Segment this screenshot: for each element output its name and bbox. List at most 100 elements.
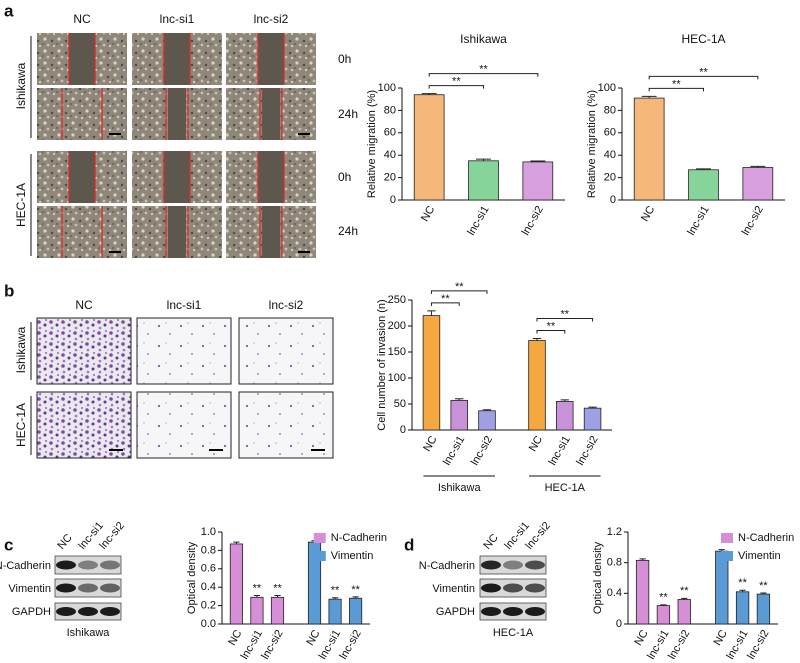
bar (522, 161, 554, 201)
y-tick-label: 20 (384, 172, 396, 184)
bar (677, 599, 691, 625)
bar (756, 593, 771, 625)
legend-label: Vimentin (331, 550, 374, 562)
blot-band (78, 607, 98, 616)
blot-band (100, 583, 120, 593)
y-tick-label: 0.8 (607, 557, 622, 569)
transwell-image (238, 317, 334, 385)
legend-label: Vimentin (738, 550, 781, 562)
legend-swatch (313, 533, 326, 543)
blot-band (56, 583, 76, 593)
time-label: 24h (338, 107, 358, 121)
y-tick-label: 40 (384, 149, 396, 161)
significance: ** (253, 582, 262, 594)
x-tick-label: lnc-si2 (574, 434, 600, 468)
group-label: Ishikawa (438, 482, 482, 494)
significance-bracket (536, 317, 594, 322)
cell-line-label: HEC-1A (493, 627, 534, 639)
blot-band (100, 607, 120, 616)
significance: ** (273, 582, 282, 594)
blot-band (481, 560, 501, 570)
significance: ** (479, 64, 488, 76)
y-tick-label: 60 (384, 127, 396, 139)
error-bar (331, 597, 339, 600)
y-tick-label: 0.6 (201, 563, 216, 575)
column-label: NC (73, 12, 91, 26)
time-label: 0h (338, 170, 351, 184)
bar (468, 160, 499, 201)
y-tick-label: 250 (388, 294, 406, 306)
y-tick-label: 0 (610, 194, 616, 206)
error-bar (427, 310, 436, 316)
y-axis-label: Relative migration (%) (586, 90, 598, 198)
chart-title: Ishikawa (460, 32, 507, 46)
y-tick-label: 40 (604, 149, 616, 161)
significance: ** (659, 592, 668, 604)
y-tick-label: 0.4 (607, 587, 622, 599)
error-bar (681, 597, 688, 600)
scratch-gap (164, 33, 190, 85)
column-label: lnc-si1 (160, 12, 195, 26)
y-tick-label: 100 (598, 82, 616, 94)
blot-band (525, 583, 545, 593)
group-label: HEC-1A (545, 482, 586, 494)
legend-swatch (313, 551, 326, 561)
x-tick-label: NC (304, 628, 322, 648)
error-bar (560, 399, 569, 402)
scratch-gap (69, 151, 95, 203)
x-tick-label: lnc-si1 (441, 434, 467, 468)
bar (450, 399, 468, 431)
scratch-gap (262, 206, 280, 258)
column-label: lnc-si2 (254, 12, 289, 26)
error-bar (750, 165, 766, 168)
error-bar (739, 589, 746, 592)
x-tick-label: lnc-si1 (547, 434, 573, 468)
error-bar (532, 337, 542, 341)
bar (742, 167, 774, 201)
protein-label: GAPDH (12, 606, 51, 618)
x-tick-label: lnc-si2 (520, 204, 546, 238)
y-axis-label: Optical density (186, 541, 198, 614)
blot-band (503, 560, 523, 570)
significance: ** (441, 293, 450, 305)
legend-label: N-Cadherin (331, 532, 387, 544)
column-label: NC (75, 298, 93, 312)
transwell-image (36, 391, 132, 459)
transwell-image (136, 317, 232, 385)
significance: ** (759, 580, 768, 592)
time-label: 0h (338, 52, 351, 66)
bar (349, 597, 363, 625)
blot-band (503, 583, 523, 593)
x-tick-label: NC (421, 434, 439, 454)
axis-line (411, 300, 612, 431)
protein-label: N-Cadherin (419, 560, 475, 572)
protein-label: GAPDH (436, 606, 475, 618)
error-bar (253, 594, 261, 598)
y-tick-label: 1.2 (607, 526, 622, 538)
significance-bracket (536, 329, 566, 334)
x-tick-label: lnc-si2 (745, 628, 771, 662)
blot-band (78, 560, 98, 570)
lane-label: NC (481, 532, 500, 552)
panel-label: a (4, 1, 14, 20)
error-bar (696, 168, 711, 170)
y-axis-label: Relative migration (%) (366, 90, 378, 198)
scratch-gap (168, 206, 186, 258)
x-tick-label: NC (632, 628, 650, 648)
significance: ** (699, 66, 708, 78)
blot-band (481, 583, 501, 593)
axis-line (627, 532, 778, 625)
error-bar (233, 541, 240, 544)
x-tick-label: lnc-si1 (465, 204, 491, 238)
bar (633, 97, 665, 201)
error-bar (718, 549, 725, 552)
legend-swatch (721, 533, 733, 543)
blot-band (503, 607, 523, 616)
column-label: lnc-si1 (167, 298, 202, 312)
bar (688, 169, 719, 201)
bar (656, 605, 671, 625)
x-tick-label: NC (226, 628, 244, 648)
significance: ** (351, 584, 360, 596)
bar (528, 340, 546, 431)
error-bar (639, 558, 646, 561)
